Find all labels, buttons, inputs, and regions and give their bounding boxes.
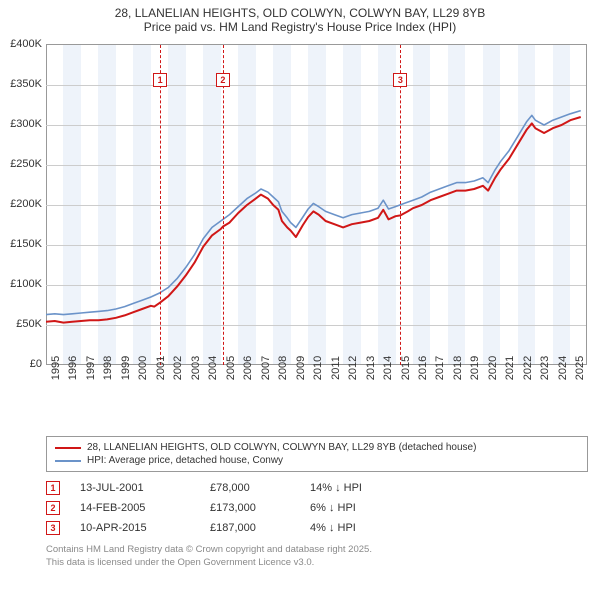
sales-row: 2 14-FEB-2005 £173,000 6% ↓ HPI [46,498,588,518]
x-tick-label: 2010 [312,356,324,380]
x-tick-label: 2018 [452,356,464,380]
sales-date: 10-APR-2015 [80,522,190,534]
x-tick-label: 1999 [120,356,132,380]
x-tick-label: 2023 [539,356,551,380]
line-series-svg [46,45,586,365]
legend-row: HPI: Average price, detached house, Conw… [55,454,579,467]
x-tick-label: 2021 [504,356,516,380]
footer-attribution: Contains HM Land Registry data © Crown c… [46,544,588,570]
sales-row: 3 10-APR-2015 £187,000 4% ↓ HPI [46,518,588,538]
x-tick-label: 2001 [155,356,167,380]
x-tick-label: 2024 [557,356,569,380]
plot-region: 1 2 3 [46,44,587,365]
sale-marker-box: 2 [216,73,230,87]
x-tick-label: 2008 [277,356,289,380]
sales-date: 13-JUL-2001 [80,482,190,494]
sale-marker-box: 3 [393,73,407,87]
x-tick-label: 2004 [207,356,219,380]
x-tick-label: 2015 [400,356,412,380]
x-tick-label: 2005 [225,356,237,380]
x-tick-label: 2025 [574,356,586,380]
legend-label: HPI: Average price, detached house, Conw… [87,455,283,466]
y-tick-label: £150K [0,238,42,250]
sales-price: £173,000 [210,502,290,514]
series-property [46,117,581,323]
x-tick-label: 2000 [137,356,149,380]
y-tick-label: £200K [0,198,42,210]
legend-swatch [55,460,81,462]
sales-row: 1 13-JUL-2001 £78,000 14% ↓ HPI [46,478,588,498]
sale-marker-line [400,45,401,365]
sales-marker: 1 [46,481,60,495]
x-tick-label: 1995 [50,356,62,380]
sales-marker: 3 [46,521,60,535]
y-tick-label: £0 [0,358,42,370]
y-tick-label: £300K [0,118,42,130]
x-tick-label: 2016 [417,356,429,380]
x-tick-label: 1996 [67,356,79,380]
x-tick-label: 2009 [295,356,307,380]
x-tick-label: 2007 [260,356,272,380]
sales-date: 14-FEB-2005 [80,502,190,514]
x-tick-label: 2019 [469,356,481,380]
title-address: 28, LLANELIAN HEIGHTS, OLD COLWYN, COLWY… [10,6,590,20]
y-tick-label: £250K [0,158,42,170]
sales-table: 1 13-JUL-2001 £78,000 14% ↓ HPI 2 14-FEB-2005… [46,478,588,538]
sales-diff: 4% ↓ HPI [310,522,400,534]
footer-line1: Contains HM Land Registry data © Crown c… [46,544,588,557]
title-subtitle: Price paid vs. HM Land Registry's House … [10,20,590,34]
y-tick-label: £350K [0,78,42,90]
x-tick-label: 2022 [522,356,534,380]
legend-label: 28, LLANELIAN HEIGHTS, OLD COLWYN, COLWY… [87,442,476,453]
y-tick-label: £400K [0,38,42,50]
legend: 28, LLANELIAN HEIGHTS, OLD COLWYN, COLWY… [46,436,588,472]
x-tick-label: 2012 [347,356,359,380]
y-tick-label: £100K [0,278,42,290]
x-tick-label: 2002 [172,356,184,380]
y-tick-label: £50K [0,318,42,330]
sale-marker-box: 1 [153,73,167,87]
sales-marker: 2 [46,501,60,515]
x-tick-label: 2011 [330,356,342,380]
sales-diff: 14% ↓ HPI [310,482,400,494]
x-tick-label: 2020 [487,356,499,380]
sales-price: £78,000 [210,482,290,494]
chart-container: 28, LLANELIAN HEIGHTS, OLD COLWYN, COLWY… [0,0,600,570]
x-tick-label: 2014 [382,356,394,380]
footer-line2: This data is licensed under the Open Gov… [46,557,588,570]
sales-diff: 6% ↓ HPI [310,502,400,514]
legend-swatch [55,447,81,449]
sale-marker-line [160,45,161,365]
sales-price: £187,000 [210,522,290,534]
x-tick-label: 2003 [190,356,202,380]
chart-area: 1 2 3 1995 1996 1997 1998 1999 2000 2001 2002 2003… [0,36,600,436]
sale-marker-line [223,45,224,365]
x-tick-label: 1998 [102,356,114,380]
x-tick-label: 1997 [85,356,97,380]
x-tick-label: 2017 [434,356,446,380]
x-tick-label: 2013 [365,356,377,380]
legend-row: 28, LLANELIAN HEIGHTS, OLD COLWYN, COLWY… [55,441,579,454]
x-tick-label: 2006 [242,356,254,380]
title-block: 28, LLANELIAN HEIGHTS, OLD COLWYN, COLWY… [0,0,600,36]
